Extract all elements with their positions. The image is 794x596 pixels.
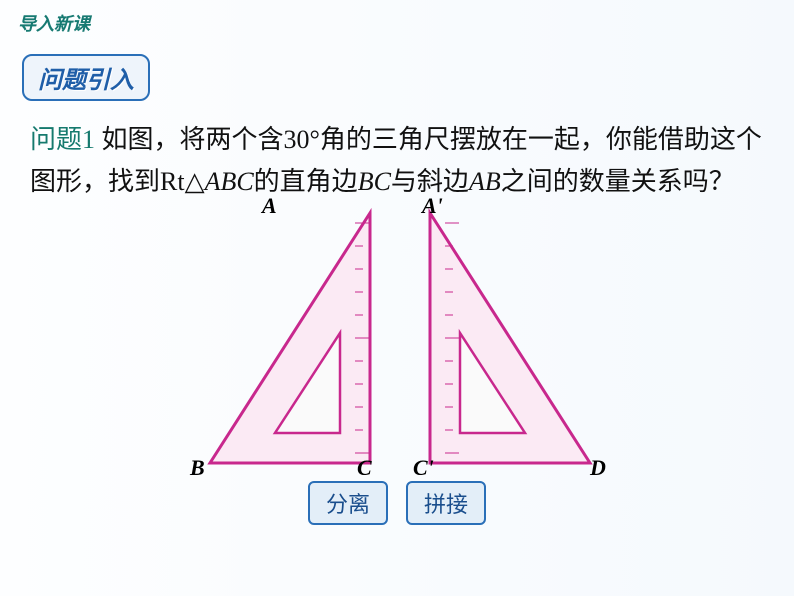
- question-text: 问题1 如图，将两个含30°角的三角尺摆放在一起，你能借助这个图形，找到Rt△A…: [0, 101, 794, 203]
- side-ab: AB: [469, 167, 501, 196]
- separate-button[interactable]: 分离: [308, 481, 388, 525]
- question-part3: 与斜边: [391, 167, 469, 196]
- triangles-svg: [0, 203, 794, 493]
- figure-area: A A' B C C' D 分离 拼接: [0, 203, 794, 533]
- button-row: 分离 拼接: [0, 481, 794, 525]
- label-c2: C': [413, 455, 434, 481]
- question-label: 问题1: [30, 125, 95, 154]
- join-button[interactable]: 拼接: [406, 481, 486, 525]
- question-part4: 之间的数量关系吗？: [501, 167, 735, 196]
- header-title: 导入新课: [18, 14, 90, 34]
- lesson-header: 导入新课: [0, 0, 794, 36]
- label-d: D: [590, 455, 606, 481]
- section-badge: 问题引入: [22, 54, 150, 101]
- side-bc: BC: [358, 167, 391, 196]
- section-badge-text: 问题引入: [38, 67, 134, 94]
- label-b: B: [190, 455, 205, 481]
- label-c: C: [357, 455, 372, 481]
- triangle-name: ABC: [205, 167, 254, 196]
- label-a: A: [262, 193, 277, 219]
- question-part2: 的直角边: [254, 167, 358, 196]
- label-a2: A': [422, 193, 443, 219]
